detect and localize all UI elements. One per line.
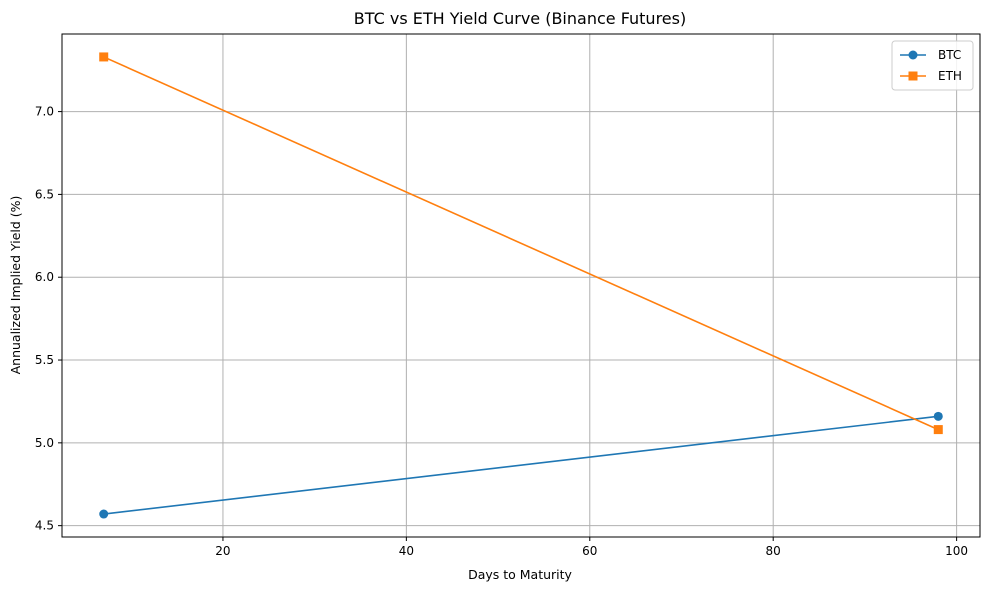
- legend-eth-label: ETH: [938, 69, 962, 83]
- eth-series-line: [103, 56, 939, 431]
- y-tick-label: 6.0: [35, 270, 54, 284]
- y-tick-label: 5.0: [35, 436, 54, 450]
- chart-title: BTC vs ETH Yield Curve (Binance Futures): [354, 9, 686, 28]
- series-layer: [99, 52, 943, 519]
- btc-data-point: [99, 509, 109, 519]
- eth-data-point: [933, 425, 943, 435]
- x-tick-label: 60: [582, 544, 597, 558]
- eth-data-point: [99, 52, 109, 62]
- x-tick-label: 80: [766, 544, 781, 558]
- btc-data-point: [933, 411, 943, 421]
- axis-ticks: 20 40 60 80 100 4.5 5.0 5.5 6.0 6.5 7.0: [35, 105, 968, 558]
- legend: BTC ETH: [891, 40, 974, 91]
- y-axis-label: Annualized Implied Yield (%): [8, 196, 23, 375]
- y-tick-label: 7.0: [35, 105, 54, 119]
- y-tick-label: 5.5: [35, 353, 54, 367]
- x-tick-label: 20: [215, 544, 230, 558]
- x-tick-label: 40: [399, 544, 414, 558]
- legend-btc-label: BTC: [938, 48, 961, 62]
- x-axis-label: Days to Maturity: [468, 567, 572, 582]
- legend-eth-marker: [908, 71, 918, 81]
- legend-btc-marker: [908, 50, 918, 60]
- x-tick-label: 100: [945, 544, 968, 558]
- y-tick-label: 6.5: [35, 187, 54, 201]
- btc-series-line: [103, 415, 939, 515]
- grid-lines: [62, 34, 980, 537]
- y-tick-label: 4.5: [35, 519, 54, 533]
- plot-area-frame: [61, 33, 981, 538]
